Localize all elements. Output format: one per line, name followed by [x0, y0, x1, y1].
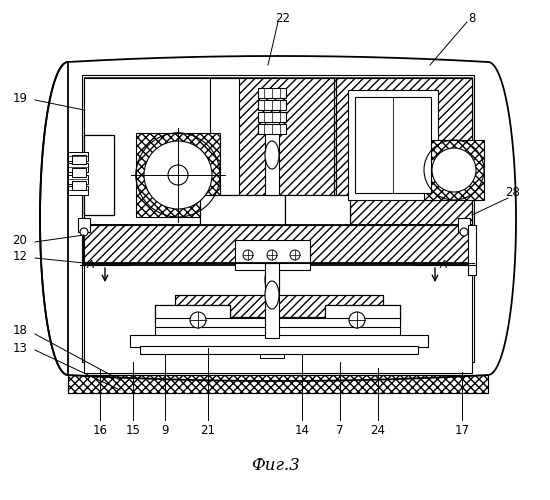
Bar — [468, 225, 476, 275]
Polygon shape — [40, 56, 516, 381]
Text: Фиг.3: Фиг.3 — [251, 456, 299, 473]
Bar — [84, 225, 472, 265]
Text: 13: 13 — [13, 342, 28, 354]
Circle shape — [349, 312, 365, 328]
Circle shape — [243, 250, 253, 260]
Bar — [140, 346, 418, 354]
Bar — [84, 225, 472, 265]
Text: 15: 15 — [125, 424, 140, 436]
Bar — [458, 218, 470, 232]
Bar — [84, 135, 114, 215]
Bar — [136, 133, 220, 217]
Text: 14: 14 — [294, 424, 310, 436]
Bar — [200, 195, 285, 260]
Bar — [175, 295, 383, 317]
Bar — [265, 263, 279, 338]
Bar — [72, 181, 86, 190]
Text: 17: 17 — [454, 424, 470, 436]
Text: А: А — [440, 260, 448, 270]
Bar — [84, 78, 472, 233]
Bar — [155, 305, 230, 323]
Bar — [155, 305, 230, 323]
Bar — [325, 305, 400, 323]
Text: 7: 7 — [336, 424, 344, 436]
Ellipse shape — [265, 266, 279, 294]
Bar — [175, 295, 383, 317]
Text: 16: 16 — [92, 424, 107, 436]
Text: 24: 24 — [371, 424, 386, 436]
Circle shape — [432, 148, 476, 192]
Text: 9: 9 — [161, 424, 169, 436]
Bar — [82, 75, 474, 362]
Bar — [68, 375, 488, 393]
Bar — [258, 124, 286, 134]
Text: 18: 18 — [13, 324, 28, 336]
Bar — [210, 78, 334, 233]
Bar — [355, 97, 431, 193]
Bar — [68, 163, 88, 172]
Bar — [258, 112, 286, 122]
Circle shape — [168, 165, 188, 185]
Ellipse shape — [265, 281, 279, 309]
Bar — [68, 186, 88, 195]
Bar — [68, 175, 88, 184]
Circle shape — [136, 133, 220, 217]
Circle shape — [460, 228, 468, 236]
Bar — [72, 168, 86, 177]
Text: А: А — [87, 260, 95, 270]
Bar — [84, 225, 472, 263]
Bar — [210, 78, 334, 233]
Bar — [285, 195, 350, 260]
Text: 21: 21 — [201, 424, 216, 436]
Text: 28: 28 — [505, 186, 520, 200]
Text: 12: 12 — [13, 250, 28, 264]
Bar — [200, 195, 285, 260]
Bar — [84, 77, 472, 360]
Bar — [260, 350, 284, 358]
Bar — [155, 327, 400, 337]
Text: 22: 22 — [276, 12, 290, 24]
Bar — [325, 305, 400, 323]
Bar — [260, 340, 284, 348]
Circle shape — [80, 228, 88, 236]
Circle shape — [144, 141, 212, 209]
Bar — [130, 335, 428, 347]
Bar — [336, 78, 472, 233]
Bar — [258, 100, 286, 110]
Bar — [348, 90, 438, 200]
Circle shape — [267, 250, 277, 260]
Bar — [155, 305, 230, 323]
Bar — [258, 88, 286, 98]
Bar — [424, 140, 484, 200]
Bar — [68, 375, 488, 393]
Bar — [285, 195, 350, 260]
Text: 8: 8 — [468, 12, 476, 24]
Text: 20: 20 — [13, 234, 28, 246]
Bar — [235, 240, 310, 270]
Circle shape — [290, 250, 300, 260]
Bar — [84, 78, 239, 233]
Bar — [84, 78, 239, 233]
Text: 19: 19 — [13, 92, 28, 104]
Bar — [285, 195, 350, 260]
Bar — [68, 152, 88, 161]
Bar — [155, 318, 400, 328]
Bar — [265, 118, 279, 348]
Bar — [325, 305, 400, 323]
Bar — [78, 218, 90, 232]
Bar — [200, 195, 285, 260]
Bar — [72, 155, 86, 164]
Bar — [84, 225, 472, 263]
Bar — [260, 330, 284, 338]
Bar — [336, 78, 472, 233]
Bar — [84, 135, 114, 215]
Bar — [84, 135, 114, 215]
Ellipse shape — [265, 141, 279, 169]
Bar — [84, 263, 472, 373]
Circle shape — [190, 312, 206, 328]
